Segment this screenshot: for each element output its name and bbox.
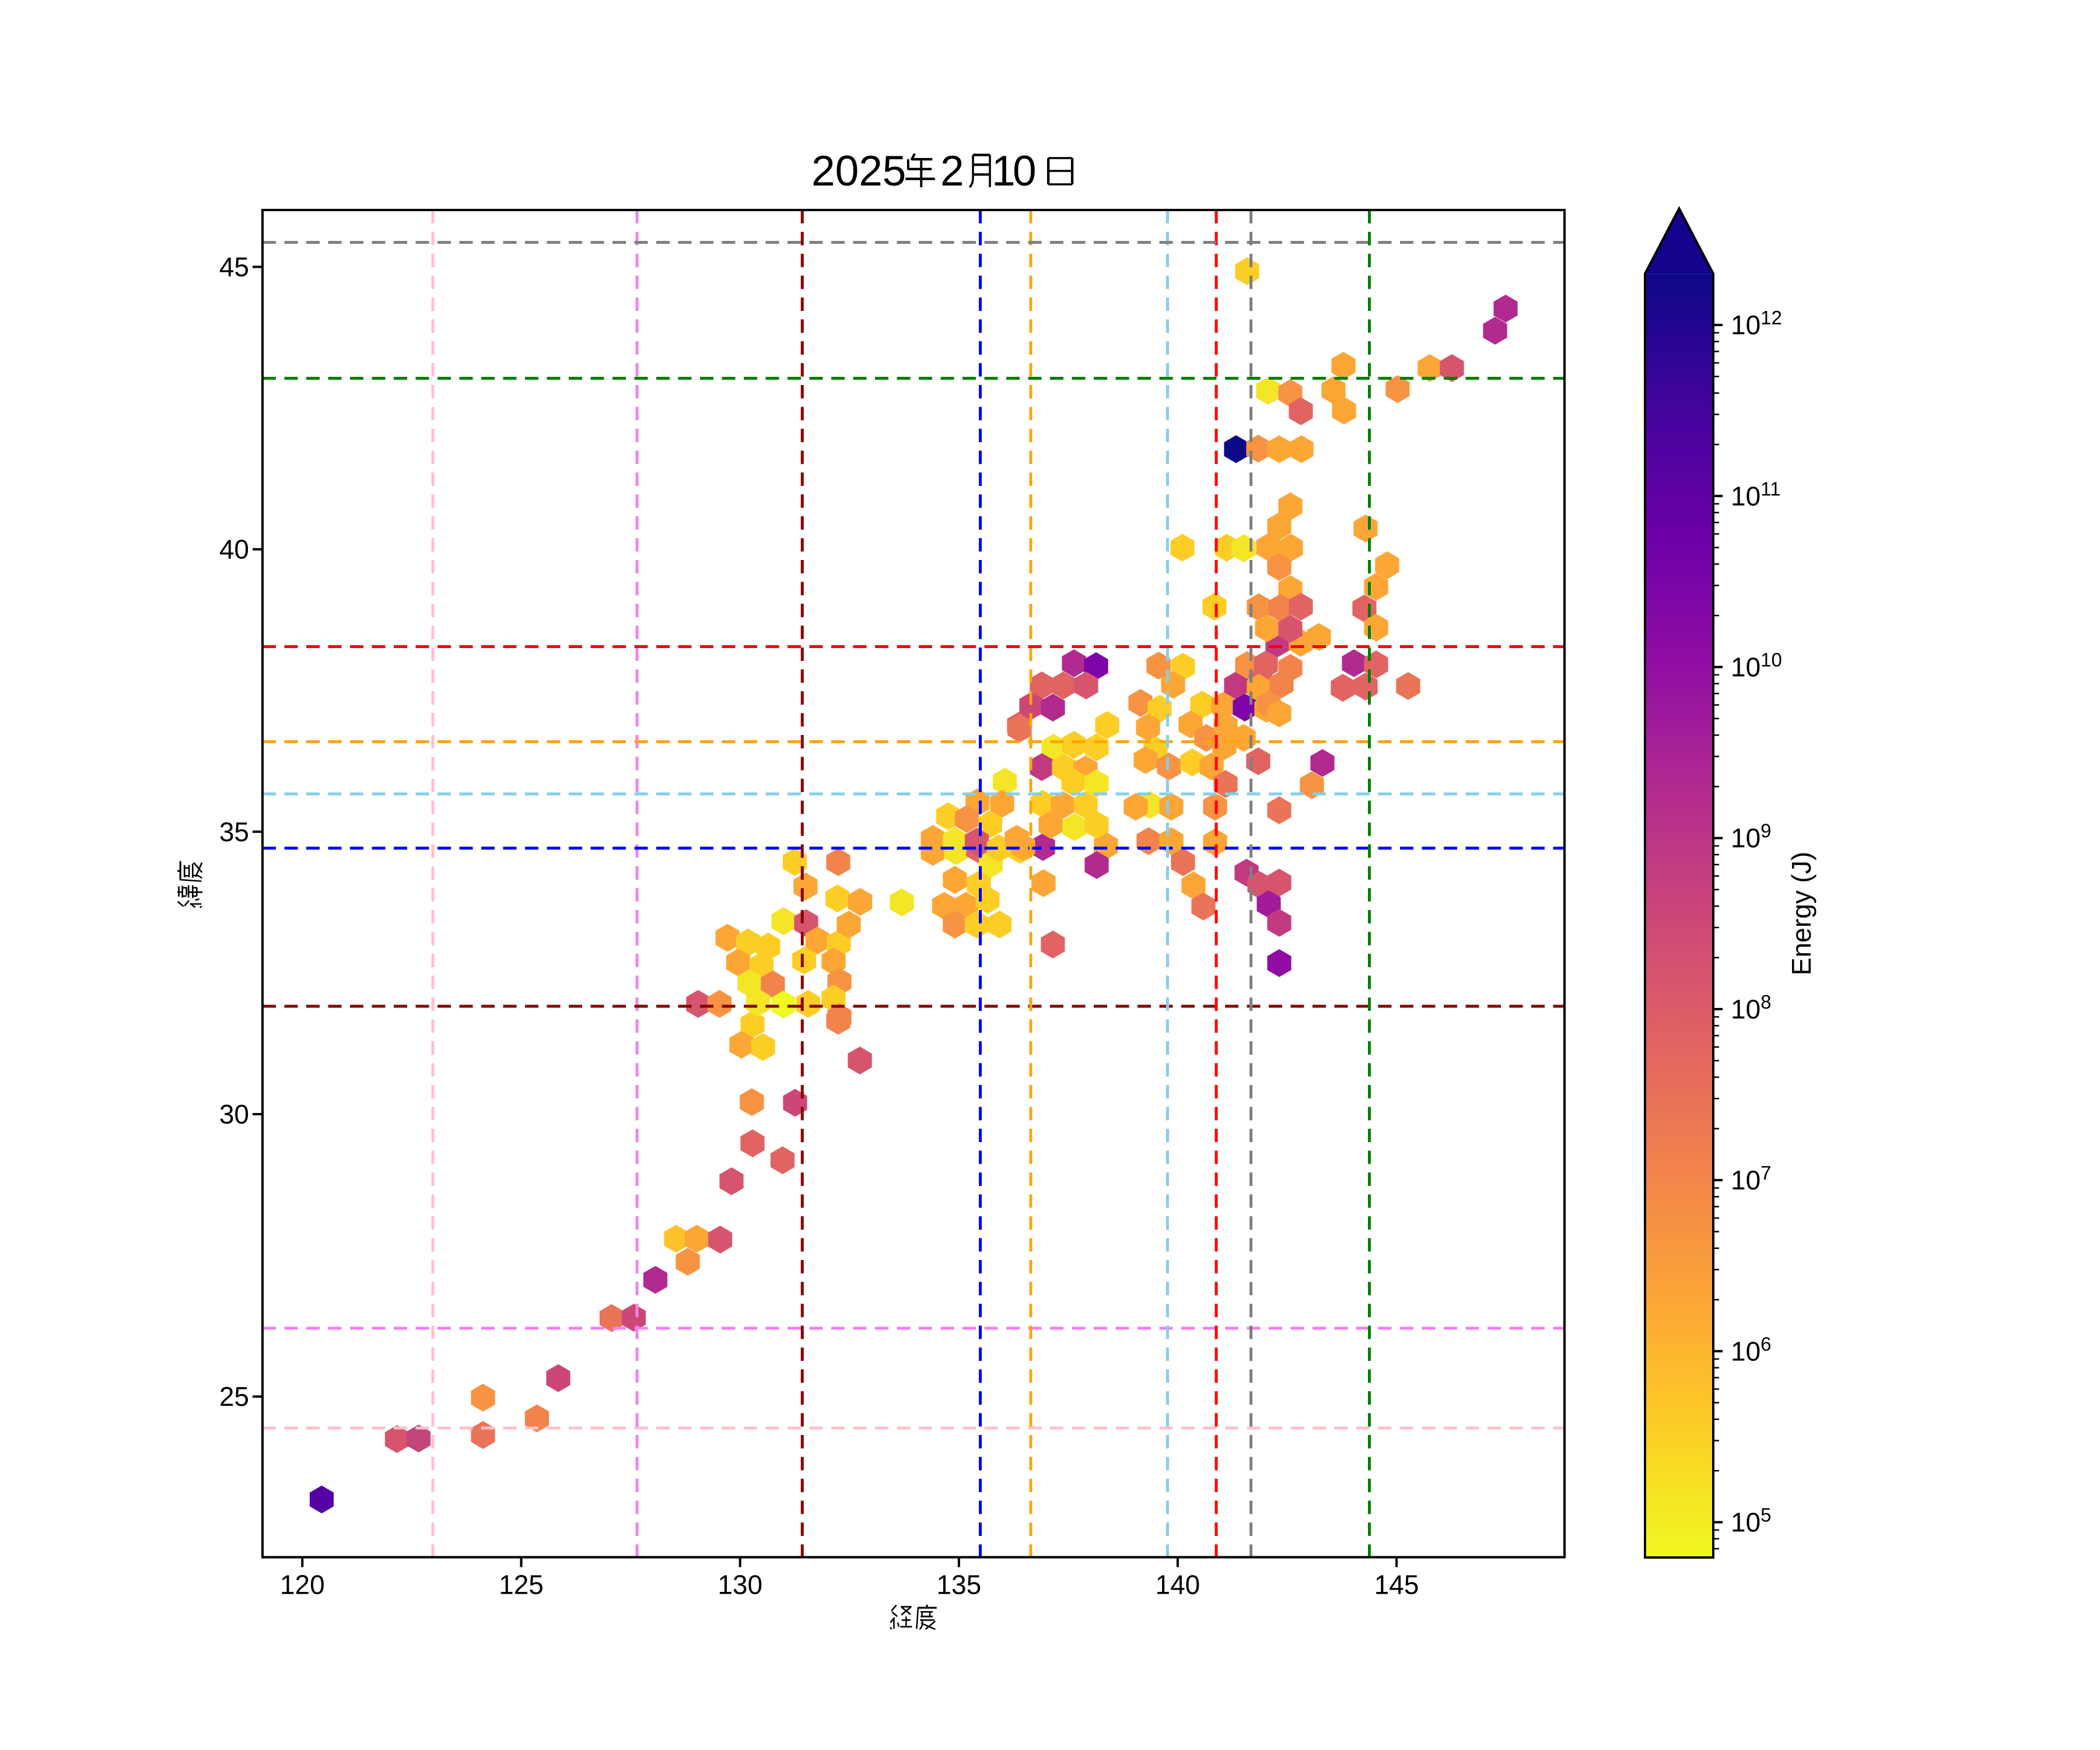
svg-text:0: 0 (1013, 148, 1037, 195)
svg-text:130: 130 (718, 1570, 762, 1600)
svg-text:1: 1 (992, 148, 1016, 195)
svg-text:106: 106 (1731, 1333, 1772, 1366)
svg-text:135: 135 (936, 1570, 981, 1600)
svg-text:120: 120 (280, 1570, 325, 1600)
svg-text:145: 145 (1374, 1570, 1419, 1600)
svg-text:Energy (J): Energy (J) (1786, 852, 1817, 975)
svg-text:35: 35 (219, 817, 249, 847)
svg-text:30: 30 (219, 1099, 249, 1129)
svg-text:140: 140 (1156, 1570, 1200, 1600)
svg-text:25: 25 (219, 1381, 249, 1412)
svg-text:40: 40 (219, 534, 249, 565)
svg-text:45: 45 (219, 252, 249, 282)
svg-text:2025: 2025 (811, 148, 906, 195)
svg-text:2: 2 (940, 148, 964, 195)
svg-text:125: 125 (499, 1570, 544, 1600)
